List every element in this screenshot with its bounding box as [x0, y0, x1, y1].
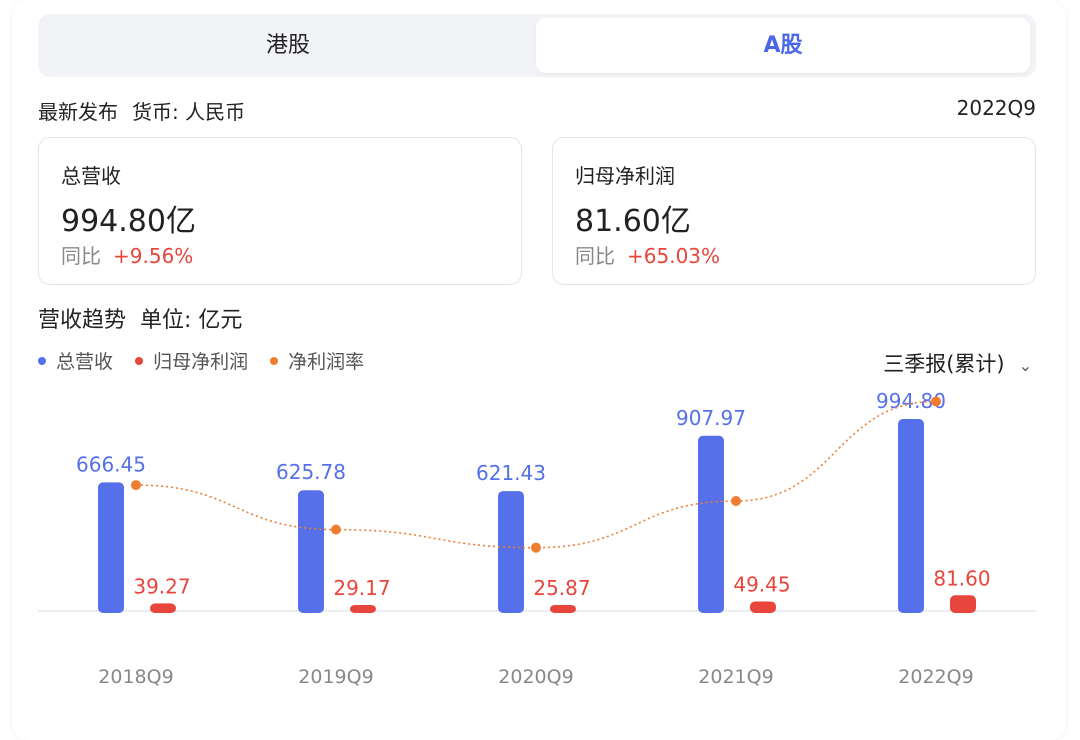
metric-card-net-profit[interactable]: 归母净利润 81.60亿 同比 +65.03% — [552, 137, 1036, 285]
release-period: 2022Q9 — [956, 96, 1036, 120]
revenue-bar — [498, 491, 524, 613]
net-profit-bar — [150, 603, 176, 613]
legend-label: 归母净利润 — [153, 351, 249, 373]
revenue-bar — [298, 490, 324, 613]
legend-label: 净利润率 — [288, 351, 365, 373]
x-tick-label: 2020Q9 — [498, 666, 573, 688]
net-margin-point — [531, 542, 541, 553]
revenue-bar — [698, 435, 724, 613]
revenue-bar — [98, 482, 124, 613]
period-select-label: 三季报(累计) — [883, 352, 1005, 376]
x-tick-label: 2021Q9 — [698, 666, 773, 688]
legend-item-revenue[interactable]: 总营收 — [38, 347, 113, 374]
net-profit-data-label: 29.17 — [333, 576, 390, 600]
trend-title: 营收趋势 单位: 亿元 — [38, 302, 242, 334]
legend-item-net-profit[interactable]: 归母净利润 — [135, 347, 248, 374]
revenue-data-label: 621.43 — [476, 461, 546, 485]
net-profit-bar — [950, 595, 976, 613]
yoy-value: +9.56% — [113, 244, 194, 268]
legend-item-margin[interactable]: 净利润率 — [270, 347, 364, 374]
currency-label: 货币: 人民币 — [132, 100, 246, 124]
yoy-label: 同比 — [575, 244, 615, 268]
legend-dot — [270, 356, 279, 365]
metric-value: 81.60亿 — [575, 204, 691, 239]
net-margin-point — [931, 396, 941, 407]
net-profit-data-label: 25.87 — [533, 576, 590, 600]
chart-legend: 总营收 归母净利润 净利润率 — [38, 347, 380, 374]
metric-yoy: 同比 +9.56% — [61, 240, 193, 269]
net-margin-point — [731, 496, 741, 507]
stock-card — [12, 0, 1066, 740]
x-tick-label: 2018Q9 — [98, 666, 173, 688]
metric-yoy: 同比 +65.03% — [575, 240, 720, 269]
chevron-down-icon: ⌄ — [1018, 355, 1032, 375]
metric-value: 994.80亿 — [61, 204, 196, 239]
revenue-data-label: 666.45 — [76, 452, 146, 476]
yoy-label: 同比 — [61, 244, 101, 268]
net-profit-data-label: 49.45 — [733, 572, 790, 596]
revenue-bar — [898, 419, 924, 613]
net-profit-bar — [750, 601, 776, 613]
revenue-data-label: 907.97 — [676, 406, 746, 430]
period-select[interactable]: 三季报(累计) ⌄ — [883, 348, 1032, 378]
net-profit-data-label: 39.27 — [133, 574, 190, 598]
net-profit-bar — [550, 605, 576, 613]
net-margin-point — [131, 480, 141, 491]
net-profit-bar — [350, 605, 376, 613]
market-tabs: 港股 A股 — [38, 14, 1036, 77]
latest-release-label: 最新发布 — [38, 100, 118, 124]
metric-label: 归母净利润 — [575, 164, 675, 188]
legend-dot — [135, 356, 144, 365]
tab-hk-stock[interactable]: 港股 — [265, 33, 310, 58]
net-margin-point — [331, 524, 341, 535]
trend-unit: 单位: 亿元 — [140, 308, 243, 333]
trend-title-text: 营收趋势 — [38, 308, 127, 333]
revenue-data-label: 625.78 — [276, 460, 346, 484]
x-tick-label: 2019Q9 — [298, 666, 373, 688]
yoy-value: +65.03% — [627, 244, 721, 268]
legend-label: 总营收 — [56, 351, 114, 373]
tab-a-stock[interactable]: A股 — [536, 18, 1030, 73]
metric-label: 总营收 — [61, 164, 121, 188]
net-profit-data-label: 81.60 — [933, 566, 990, 590]
legend-dot — [38, 356, 46, 365]
metric-card-revenue[interactable]: 总营收 994.80亿 同比 +9.56% — [38, 137, 522, 285]
x-tick-label: 2022Q9 — [898, 666, 973, 688]
release-info: 最新发布 货币: 人民币 2022Q9 — [38, 96, 1036, 126]
net-margin-line — [135, 400, 937, 549]
